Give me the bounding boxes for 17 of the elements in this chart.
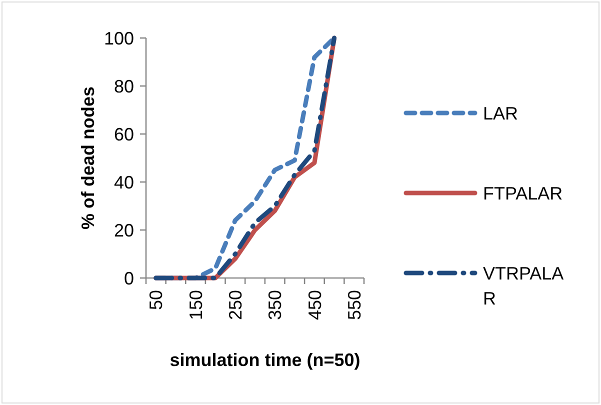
legend-label: LAR	[483, 103, 518, 124]
y-tick-label: 20	[114, 220, 134, 240]
y-tick-label: 0	[124, 268, 134, 288]
legend-label: FTPALAR	[483, 183, 563, 204]
x-tick-label: 450	[304, 290, 325, 320]
y-axis-title: % of dead nodes	[78, 86, 98, 230]
x-tick-label: 150	[186, 290, 206, 320]
y-tick-label: 60	[114, 124, 134, 144]
x-tick-label: 250	[225, 290, 246, 320]
x-tick-label: 350	[265, 290, 286, 320]
y-tick-label: 100	[104, 28, 134, 48]
x-tick-label: 550	[344, 290, 364, 320]
y-tick-label: 80	[114, 76, 134, 96]
y-tick-label: 40	[114, 172, 134, 192]
legend-label: VTRPALAR	[483, 263, 564, 308]
x-tick-label: 50	[146, 290, 166, 310]
x-axis-title: simulation time (n=50)	[170, 350, 360, 370]
